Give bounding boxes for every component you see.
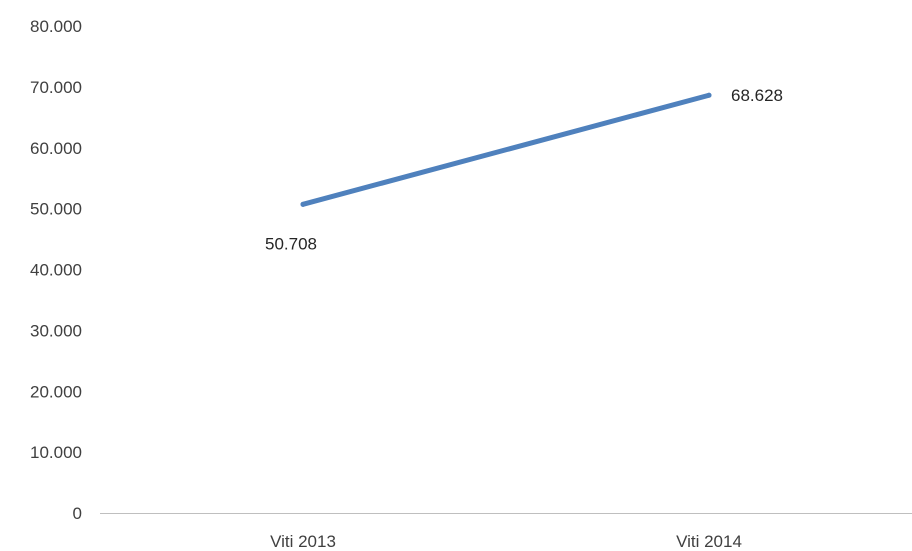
x-axis-tick-labels: Viti 2013 Viti 2014 (270, 532, 742, 551)
x-tick-label: Viti 2013 (270, 532, 336, 551)
y-axis-tick-labels: 0 10.000 20.000 30.000 40.000 50.000 60.000 70.… (30, 17, 82, 523)
y-tick-label: 30.000 (30, 321, 82, 340)
data-label: 50.708 (265, 234, 317, 253)
series-group: 50.708 68.628 (265, 86, 783, 253)
data-label: 68.628 (731, 86, 783, 105)
x-tick-label: Viti 2014 (676, 532, 742, 551)
y-tick-label: 0 (73, 504, 82, 523)
y-tick-label: 40.000 (30, 261, 82, 280)
y-tick-label: 10.000 (30, 443, 82, 462)
y-tick-label: 60.000 (30, 139, 82, 158)
data-point (706, 92, 712, 98)
y-tick-label: 20.000 (30, 382, 82, 401)
y-tick-label: 80.000 (30, 17, 82, 36)
data-point (300, 201, 306, 207)
series-line (300, 92, 712, 207)
y-tick-label: 70.000 (30, 78, 82, 97)
y-tick-label: 50.000 (30, 200, 82, 219)
